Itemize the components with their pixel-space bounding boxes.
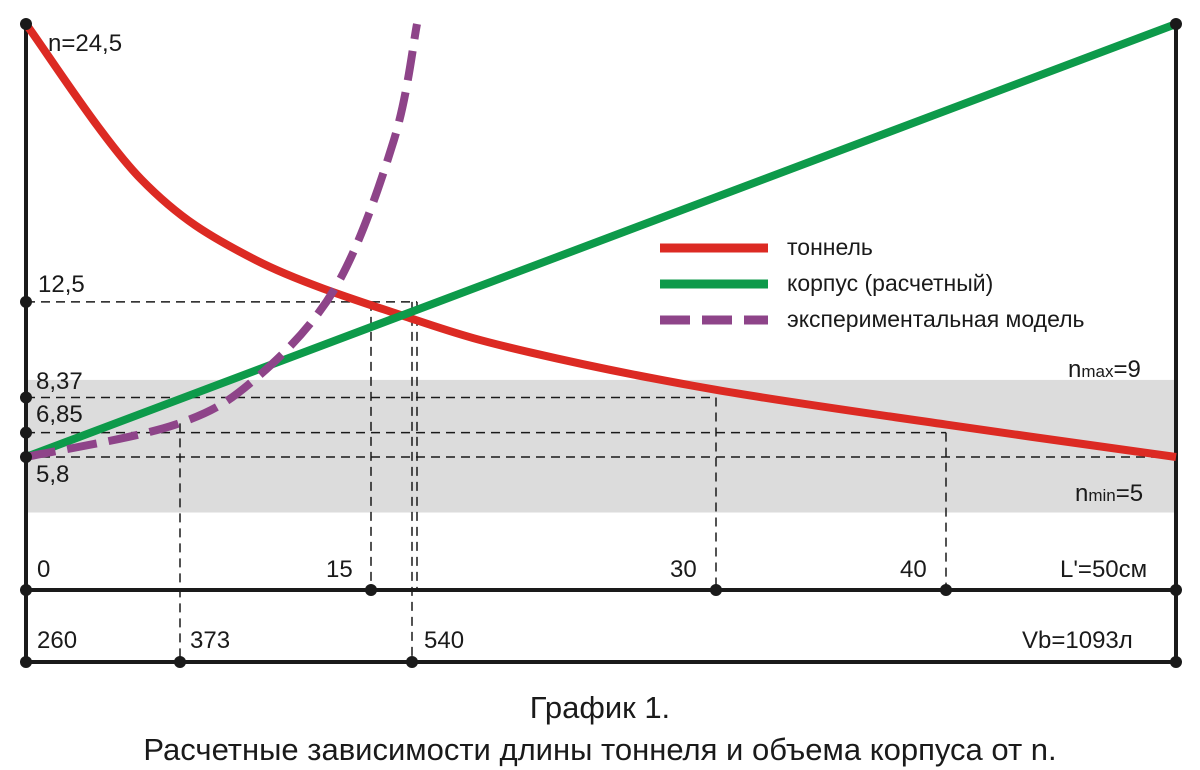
caption-line-1: График 1. [530, 690, 670, 725]
band-max-sub: max [1081, 362, 1114, 381]
y-top-label: n=24,5 [48, 30, 122, 57]
right-axis-dot [1170, 656, 1182, 668]
x2-tick-dot [174, 656, 186, 668]
legend-label-model: экспериментальная модель [787, 306, 1085, 332]
series-line-1 [24, 20, 1178, 461]
x-tick-label: 15 [326, 556, 353, 583]
y-tick-label: 8,37 [36, 368, 83, 395]
chart-frame [24, 24, 1178, 664]
y-tick-label: 6,85 [36, 401, 83, 428]
legend-label-body: корпус (расчетный) [787, 270, 993, 296]
y-axis-dot [20, 656, 32, 668]
y-axis-dot [20, 584, 32, 596]
band-min-label: nmin=5 [1075, 480, 1143, 507]
legend-label-tunnel: тоннель [787, 234, 873, 260]
y-tick-label: 5,8 [36, 461, 69, 488]
tick-dots [20, 18, 1182, 668]
band-min-n: n [1075, 480, 1088, 507]
y-axis-dot [20, 18, 32, 30]
guide-lines [26, 301, 1176, 662]
x-tick-dot [940, 584, 952, 596]
band-min-value: =5 [1116, 480, 1143, 507]
right-axis-dot [1170, 584, 1182, 596]
y-tick-label: 12,5 [38, 271, 85, 298]
series-group [22, 20, 1178, 461]
series-line-0 [22, 21, 1177, 461]
band-max-value: =9 [1113, 356, 1140, 383]
x-tick-dot [365, 584, 377, 596]
x2-tick-dot [406, 656, 418, 668]
x-tick-label: 30 [670, 556, 697, 583]
x-tick-label: 40 [900, 556, 927, 583]
band-max-label: nmax=9 [1068, 356, 1141, 383]
right-axis-dot [1170, 18, 1182, 30]
tolerance-band [26, 379, 1176, 513]
band-min-sub: min [1088, 486, 1115, 505]
y-axis-dot [20, 295, 32, 308]
x2-axis-label: Vb=1093л [1022, 627, 1133, 654]
legend: тоннель корпус (расчетный) экспериментал… [660, 234, 1085, 332]
y-axis-dot [20, 426, 32, 439]
x2-tick-label: 260 [37, 627, 77, 654]
y-axis-dot [20, 391, 32, 404]
x-tick-label: 0 [37, 556, 50, 583]
caption-line-2: Расчетные зависимости длины тоннеля и об… [143, 732, 1056, 767]
series-line-2 [25, 23, 421, 461]
x2-tick-label: 373 [190, 627, 230, 654]
x-tick-dot [710, 584, 722, 596]
x-axis-label: L'=50см [1060, 556, 1147, 583]
y-axis-dot [20, 451, 32, 463]
band-max-n: n [1068, 356, 1081, 383]
x2-tick-label: 540 [424, 627, 464, 654]
